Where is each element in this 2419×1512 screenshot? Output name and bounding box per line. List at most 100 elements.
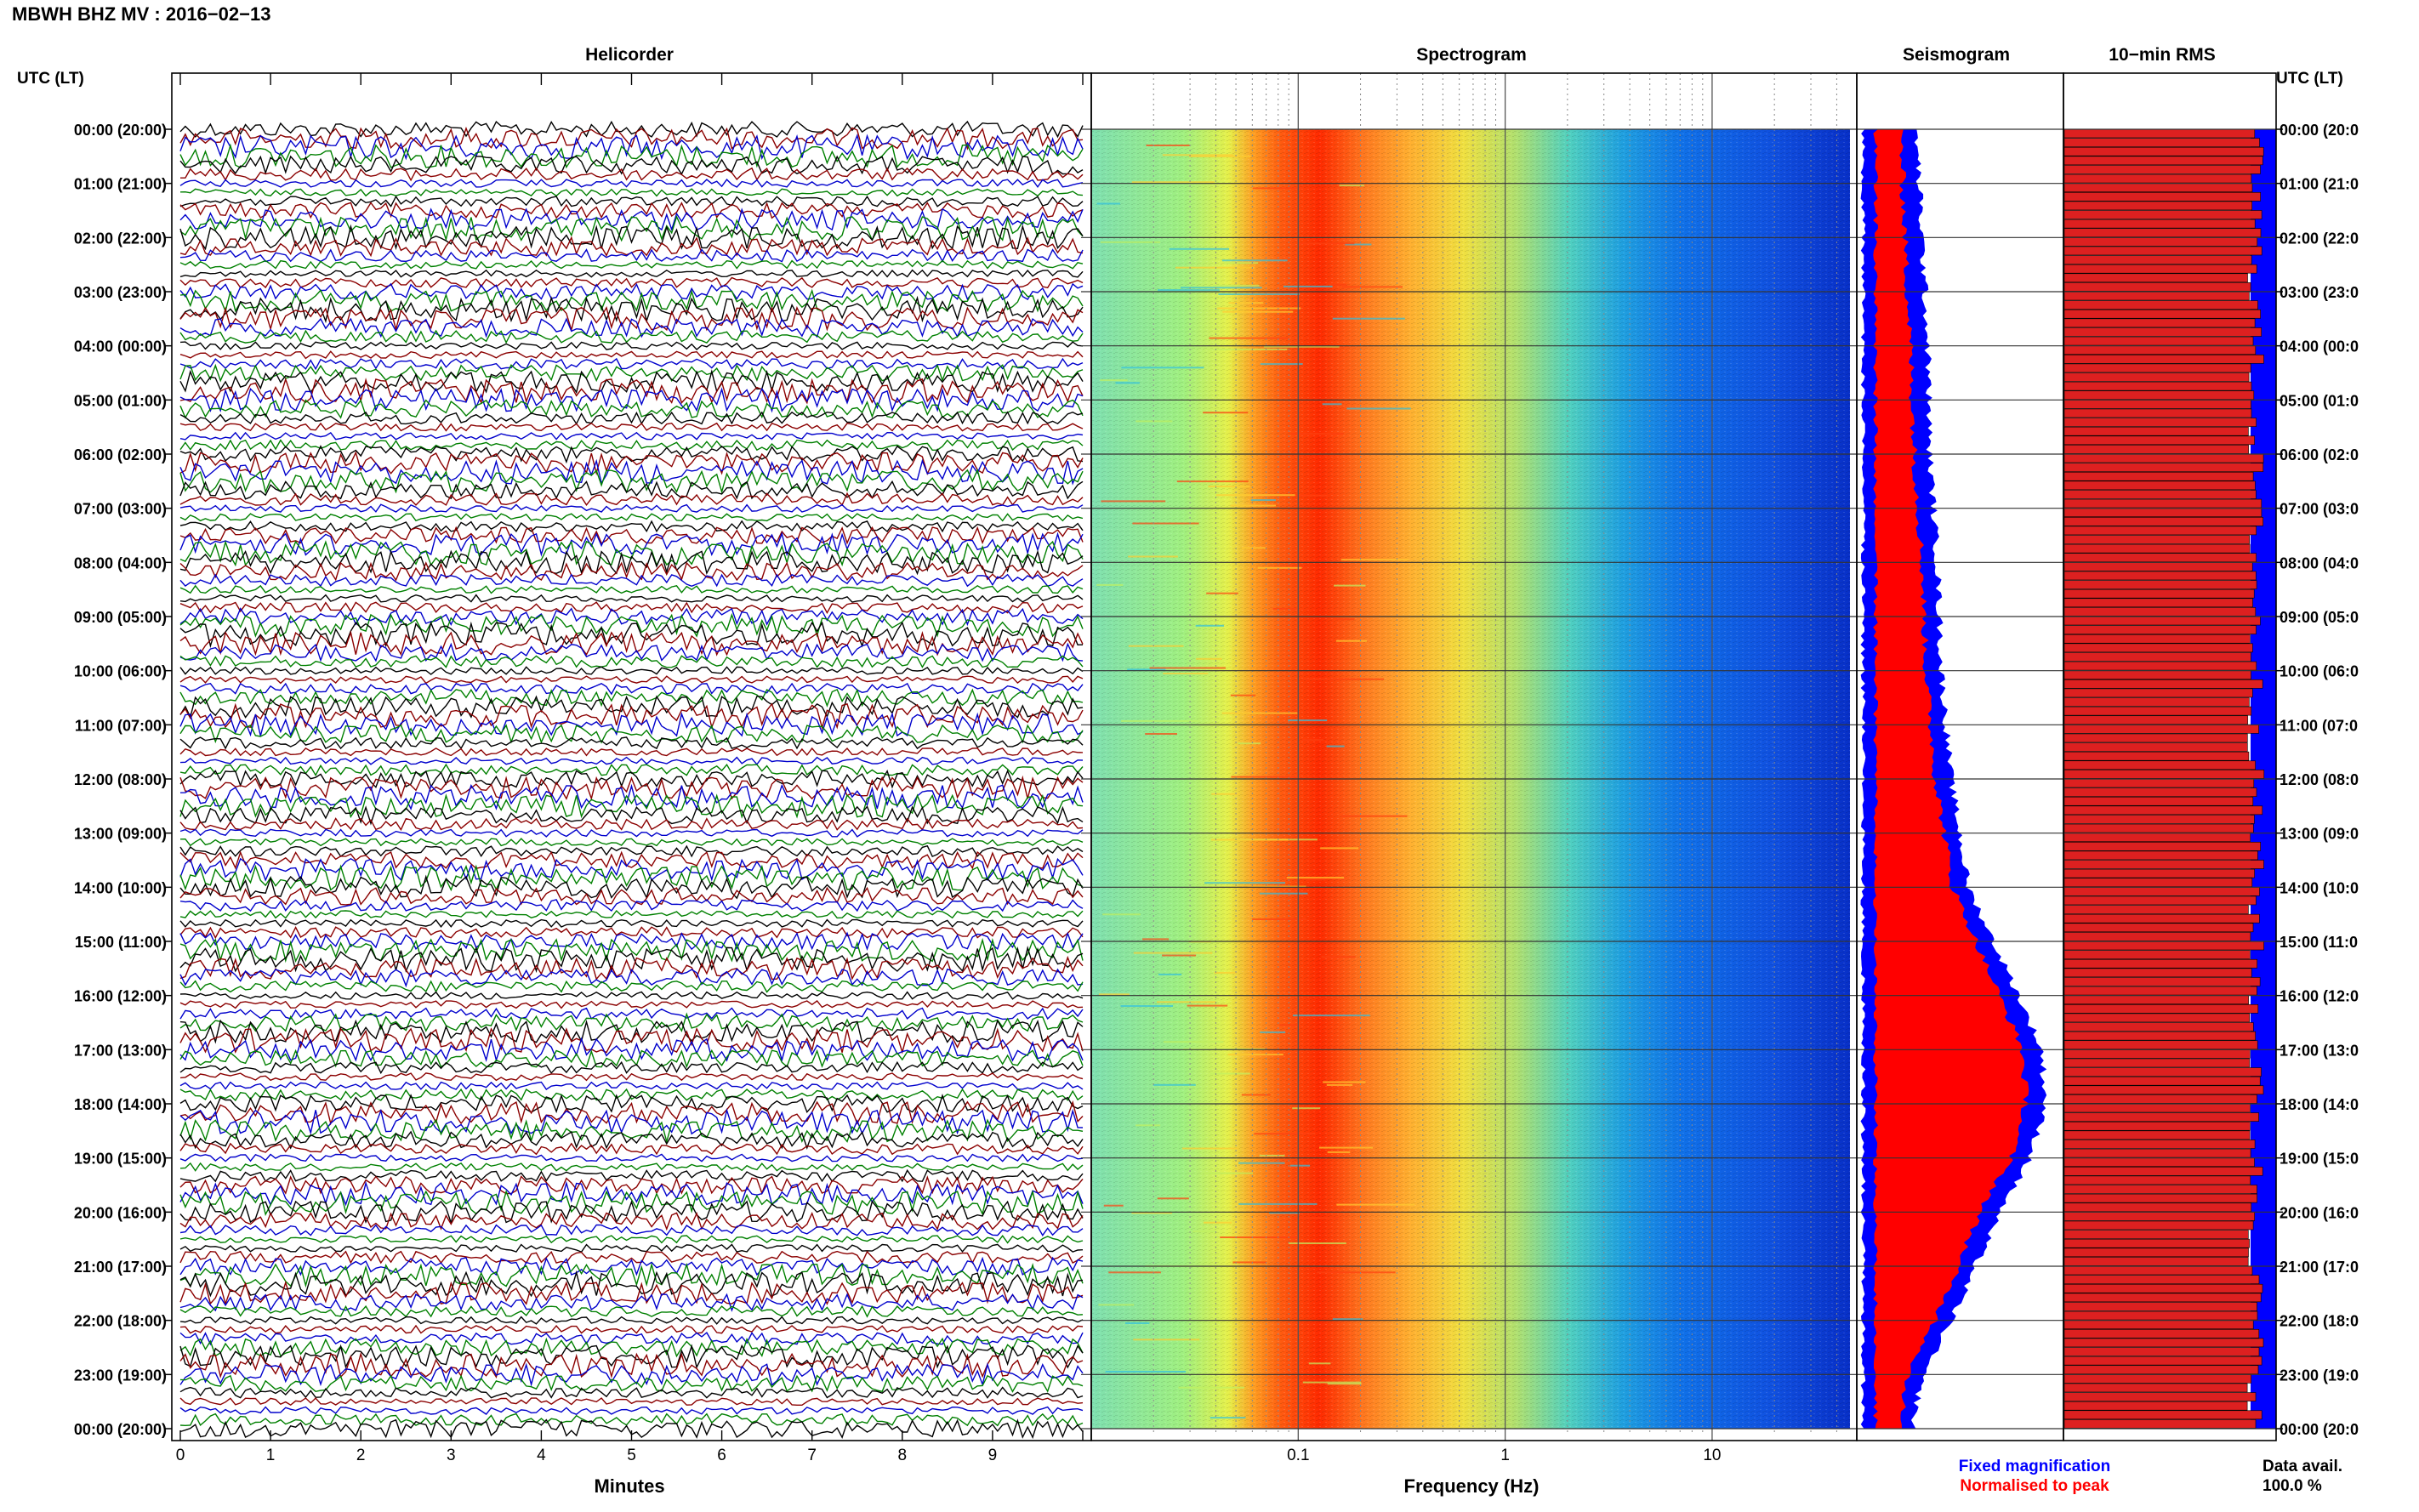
- rms-bar: [2063, 1193, 2257, 1203]
- rms-bar: [2063, 1365, 2259, 1375]
- rms-bar: [2063, 1212, 2255, 1221]
- seismogram-title: Seismogram: [1903, 45, 2010, 65]
- hour-label-left: 05:00 (01:00): [74, 392, 167, 409]
- left-axis-label: UTC (LT): [17, 70, 84, 88]
- spectrogram-streak: [1220, 1236, 1300, 1238]
- spectrogram-streak: [1272, 607, 1297, 610]
- helicorder-trace: [179, 295, 1084, 324]
- hour-label-left: 09:00 (05:00): [74, 609, 167, 626]
- spectrogram-streak: [1332, 1318, 1363, 1321]
- rms-bar: [2063, 1031, 2256, 1041]
- rms-bar: [2063, 291, 2250, 301]
- rms-bar: [2063, 309, 2261, 319]
- rms-bar: [2063, 264, 2257, 274]
- helicorder-trace: [179, 946, 1084, 974]
- rms-bar: [2063, 1248, 2249, 1258]
- hour-label-left: 02:00 (22:00): [74, 230, 167, 247]
- rms-frame: [2063, 72, 2277, 1441]
- rms-bar: [2063, 1257, 2249, 1266]
- rms-bar: [2063, 932, 2251, 941]
- helicorder-trace: [179, 188, 1084, 197]
- hour-label-right: 21:00 (17:0: [2280, 1259, 2359, 1276]
- hour-label-right: 16:00 (12:0: [2280, 988, 2359, 1005]
- spectrogram-streak: [1269, 1212, 1301, 1214]
- hour-label-left: 20:00 (16:00): [74, 1204, 167, 1221]
- helicorder-trace: [179, 775, 1084, 801]
- station-title: MBWH BHZ MV : 2016−02−13: [12, 3, 270, 25]
- helicorder-trace: [179, 134, 1084, 161]
- spectrogram-streak: [1257, 566, 1302, 569]
- hour-label-right: 05:00 (01:0: [2280, 392, 2359, 409]
- spectrogram-streak: [1232, 1261, 1267, 1264]
- helicorder-trace: [179, 682, 1084, 696]
- spectrogram-streak: [1317, 1271, 1396, 1274]
- helicorder-trace: [179, 1270, 1084, 1298]
- spectrogram-streak: [1204, 882, 1286, 884]
- rms-bar: [2063, 543, 2251, 554]
- helicorder-trace: [179, 899, 1084, 912]
- spectrogram-streak: [1228, 302, 1264, 304]
- hour-label-right: 14:00 (10:0: [2280, 879, 2359, 896]
- helicorder-trace: [179, 886, 1084, 906]
- rms-bar: [2063, 1265, 2253, 1276]
- spectrogram-streak: [1192, 1231, 1216, 1233]
- helicorder-trace: [179, 503, 1084, 513]
- hour-label-left: 22:00 (18:00): [74, 1313, 167, 1330]
- rms-bar: [2063, 679, 2263, 689]
- data-avail-label: Data avail.: [2262, 1458, 2342, 1475]
- spectrogram-streak: [1175, 266, 1255, 269]
- rms-bar: [2063, 571, 2257, 581]
- helicorder-trace: [179, 276, 1084, 289]
- helicorder-trace: [179, 1072, 1084, 1082]
- hour-label-left: 03:00 (23:00): [74, 284, 167, 301]
- spectrogram-streak: [1218, 293, 1301, 295]
- rms-bar: [2063, 1374, 2251, 1384]
- helicorder-trace: [179, 492, 1084, 507]
- rms-bar: [2063, 526, 2257, 536]
- spectrogram-streak: [1125, 1322, 1150, 1324]
- rms-bar: [2063, 905, 2249, 914]
- frequency-tick-label: 10: [1703, 1447, 1721, 1464]
- spectrogram-streak: [1120, 1005, 1173, 1007]
- helicorder-trace: [179, 468, 1084, 494]
- spectrogram-streak: [1308, 1362, 1331, 1365]
- rms-bar: [2063, 697, 2250, 707]
- helicorder-trace: [179, 1344, 1084, 1369]
- helicorder-trace: [179, 1362, 1084, 1387]
- helicorder-trace: [179, 1162, 1084, 1172]
- spectrogram-streak: [1340, 815, 1408, 817]
- spectrogram-streak: [1252, 918, 1306, 920]
- spectrogram-streak: [1157, 1001, 1216, 1003]
- helicorder-trace: [179, 195, 1084, 207]
- helicorder-trace: [179, 560, 1084, 582]
- hour-label-right: 20:00 (16:0: [2280, 1204, 2359, 1221]
- rms-bar: [2063, 588, 2255, 599]
- helicorder-trace: [179, 857, 1084, 882]
- hour-label-right: 11:00 (07:0: [2280, 717, 2358, 734]
- spectrogram-streak: [1196, 657, 1222, 660]
- rms-bar: [2063, 1338, 2264, 1348]
- helicorder-trace: [179, 655, 1084, 668]
- minute-tick-label: 1: [266, 1447, 276, 1464]
- spectrogram-streak: [1290, 433, 1344, 435]
- spectrogram-streak: [1204, 1221, 1232, 1224]
- hour-label-left: 13:00 (09:00): [74, 826, 167, 843]
- spectrogram-streak: [1252, 187, 1303, 190]
- spectrogram-streak: [1115, 382, 1140, 384]
- spectrogram-streak: [1288, 1242, 1346, 1244]
- hour-label-left: 00:00 (20:00): [74, 1421, 167, 1438]
- rms-bar: [2063, 498, 2262, 509]
- spectrogram-streak: [1210, 1417, 1246, 1419]
- rms-bar: [2063, 1383, 2248, 1393]
- helicorder-trace: [179, 756, 1084, 765]
- rms-bar: [2063, 1022, 2254, 1032]
- rms-bar: [2063, 273, 2248, 283]
- spectrogram-streak: [1209, 337, 1289, 339]
- rms-bar: [2063, 1320, 2254, 1329]
- spectrogram-streak: [1222, 310, 1294, 313]
- rms-bar: [2063, 1401, 2248, 1411]
- rms-bar: [2063, 156, 2263, 166]
- hour-label-left: 14:00 (10:00): [74, 879, 167, 896]
- helicorder-trace: [179, 350, 1084, 360]
- spectrogram-streak: [1332, 317, 1405, 320]
